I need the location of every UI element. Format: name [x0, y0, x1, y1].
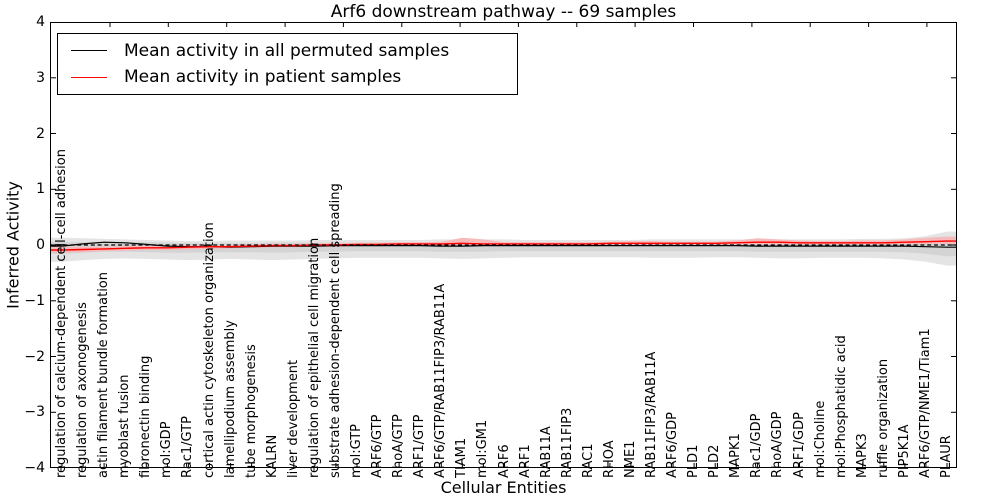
x-tick-label: cortical actin cytoskeleton organization	[201, 222, 217, 478]
x-tick-label: ARF6/GDP	[665, 412, 681, 478]
x-tick-label: regulation of epithelial cell migration	[306, 237, 322, 478]
x-tick-label: liver development	[285, 359, 301, 478]
x-tick-label: RAB11A	[538, 426, 554, 478]
legend-entry-patient: Mean activity in patient samples	[71, 67, 517, 87]
x-tick-label: mol:Choline	[812, 400, 828, 478]
x-tick-label: ARF6	[496, 444, 512, 478]
x-tick-label: ARF6/GTP/RAB11FIP3/RAB11A	[433, 283, 449, 478]
x-tick-label: actin filament bundle formation	[96, 272, 112, 478]
x-tick-label: mol:GTP	[349, 424, 364, 478]
y-tick-label: −4	[24, 460, 45, 476]
x-tick-label: RAB11FIP3/RAB11A	[644, 351, 659, 478]
x-tick-label: PLAUR	[939, 435, 954, 478]
x-tick-label: MAPK3	[854, 433, 870, 478]
x-tick-label: RAC1	[580, 443, 596, 478]
legend-label-patient: Mean activity in patient samples	[124, 67, 402, 88]
permuted-line-sample-icon	[71, 50, 107, 52]
legend-label-permuted: Mean activity in all permuted samples	[124, 40, 450, 61]
plot-area	[50, 22, 957, 468]
x-tick-label: regulation of axonogenesis	[75, 302, 91, 478]
patient-confidence-band	[50, 236, 957, 253]
y-tick-label: −2	[24, 348, 45, 365]
x-tick-label: fibronectin binding	[138, 355, 154, 478]
legend: Mean activity in all permuted samples Me…	[57, 33, 518, 95]
patient-line-sample-icon	[71, 76, 107, 78]
x-tick-label: mol:Phosphatidic acid	[833, 335, 849, 478]
x-tick-label: RhoA/GDP	[770, 411, 786, 478]
x-tick-label: ARF6/GTP	[370, 414, 386, 478]
x-tick-label: lamellipodium assembly	[222, 320, 238, 478]
x-tick-label: ARF1/GTP	[412, 414, 428, 478]
x-tick-label: RhoA/GTP	[391, 414, 407, 478]
x-tick-label: ARF1/GDP	[791, 412, 807, 478]
x-tick-label: TIAM1	[454, 437, 470, 478]
x-tick-label: PIP5K1A	[896, 424, 912, 478]
y-tick-label: 0	[36, 237, 45, 253]
x-axis-title: Cellular Entities	[440, 478, 567, 497]
y-tick-label: 1	[36, 181, 45, 198]
legend-entry-permuted: Mean activity in all permuted samples	[71, 41, 517, 61]
x-tick-label: Rac1/GDP	[749, 413, 765, 478]
x-tick-label: PLD1	[686, 444, 702, 478]
x-tick-label: KALRN	[264, 434, 280, 478]
x-tick-label: mol:GDP	[159, 421, 175, 478]
x-tick-label: ruffle organization	[875, 358, 891, 478]
y-tick-label: −3	[24, 404, 45, 421]
x-tick-label: tube morphogenesis	[243, 344, 259, 478]
x-tick-label: myoblast fusion	[117, 374, 133, 478]
y-tick-label: −1	[24, 292, 45, 309]
x-tick-label: RAB11FIP3	[559, 407, 575, 478]
y-tick-label: 2	[36, 125, 45, 142]
plot-border	[50, 22, 957, 468]
x-tick-label: Rac1/GTP	[180, 416, 196, 478]
y-tick-label: 3	[36, 69, 45, 86]
confidence-bands	[50, 231, 957, 266]
chart-title: Arf6 downstream pathway -- 69 samples	[330, 2, 677, 22]
x-tick-label: ARF6/GTP/NME1/Tiam1	[917, 328, 933, 478]
patient-mean-line	[50, 240, 957, 251]
x-tick-label: ARF1	[517, 444, 533, 478]
x-tick-label: RHOA	[601, 440, 617, 478]
y-tick-label: 4	[36, 14, 45, 30]
x-tick-label: NME1	[622, 440, 638, 478]
x-tick-label: MAPK1	[728, 433, 744, 478]
x-tick-label: PLD2	[707, 444, 723, 478]
x-tick-label: regulation of calcium-dependent cell-cel…	[54, 149, 69, 478]
x-tick-label: substrate adhesion-dependent cell spread…	[327, 183, 343, 478]
x-tick-label: mol:GM1	[475, 419, 491, 478]
